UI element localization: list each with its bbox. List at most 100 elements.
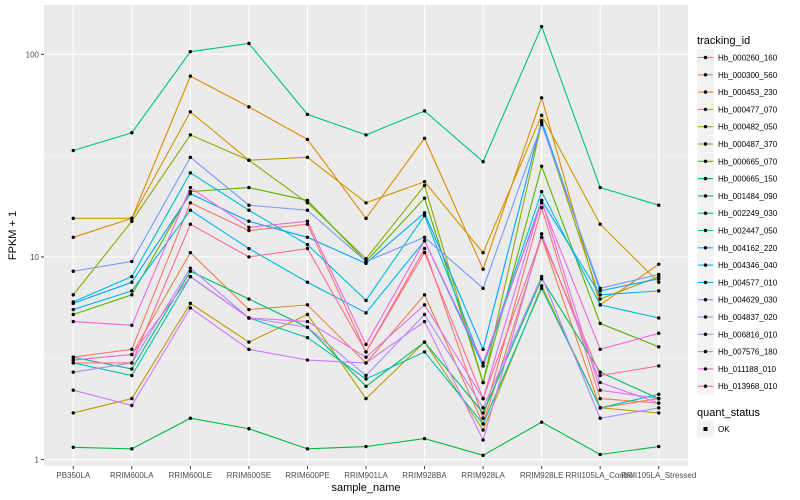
x-tick-label: RRIM901LA — [344, 471, 388, 480]
data-point — [305, 112, 310, 117]
legend-label: Hb_000300_560 — [718, 71, 778, 80]
x-tick-label: RRII105LA_Stressed — [621, 471, 696, 480]
x-axis-title: sample_name — [331, 482, 400, 494]
data-point — [598, 388, 602, 392]
legend-item-hb-013968-010: Hb_013968_010 — [697, 377, 778, 395]
legend-label: Hb_000487_370 — [718, 140, 778, 149]
data-point — [247, 340, 251, 344]
data-point — [247, 41, 251, 46]
legend-point — [703, 246, 708, 250]
data-point — [188, 110, 193, 114]
data-point — [657, 396, 661, 401]
data-point — [598, 185, 602, 190]
data-point — [130, 259, 134, 264]
legend-label: Hb_001484_090 — [718, 192, 778, 201]
legend-item-hb-000665-150: Hb_000665_150 — [697, 170, 778, 188]
data-point — [305, 208, 310, 212]
legend-point — [703, 142, 708, 146]
data-point — [71, 445, 75, 450]
legend-point — [703, 159, 708, 163]
data-point — [130, 131, 134, 135]
legend2-title: quant_status — [697, 407, 760, 419]
legend-item-hb-000665-070: Hb_000665_070 — [697, 152, 778, 170]
data-point — [539, 24, 544, 29]
x-tick-label: RRII105LA_Control — [565, 471, 635, 480]
data-point — [305, 447, 310, 451]
data-point — [598, 222, 602, 226]
data-point — [247, 203, 251, 207]
data-point — [422, 180, 427, 184]
data-point — [130, 219, 134, 223]
x-tick-label: RRIM928BA — [402, 471, 447, 480]
legend-point — [703, 349, 708, 354]
data-point — [130, 367, 134, 371]
data-point — [657, 406, 661, 410]
data-point — [247, 427, 251, 431]
legend-label: Hb_004162_220 — [718, 244, 778, 253]
legend-item-hb-011188-010: Hb_011188_010 — [697, 360, 777, 378]
data-point — [657, 331, 661, 335]
legend-item-hb-004629-030: Hb_004629_030 — [697, 291, 778, 309]
legend2-point — [703, 427, 708, 431]
data-point — [481, 250, 485, 255]
data-point — [188, 266, 193, 270]
data-point — [305, 325, 310, 329]
data-point — [422, 213, 427, 218]
data-point — [247, 158, 251, 162]
data-point — [247, 105, 251, 109]
legend-label: Hb_004577_010 — [718, 278, 778, 287]
x-tick-label: RRIM600PE — [285, 471, 329, 480]
data-point — [130, 289, 134, 293]
legend-item-hb-004577-010: Hb_004577_010 — [697, 273, 778, 291]
data-point — [422, 109, 427, 113]
data-point — [657, 289, 661, 293]
data-point — [247, 228, 251, 233]
data-point — [657, 364, 661, 368]
legend: tracking_id Hb_000260_160 Hb_000300_560 Hb… — [697, 35, 778, 438]
data-point — [539, 113, 544, 117]
data-point — [539, 119, 544, 123]
legend-label: Hb_011188_010 — [718, 365, 777, 374]
data-point — [481, 416, 485, 420]
data-point — [539, 198, 544, 203]
data-point — [422, 436, 427, 441]
legend-item-hb-000487-370: Hb_000487_370 — [697, 135, 778, 153]
legend-point — [703, 228, 708, 233]
y-tick-label: 10 — [30, 253, 39, 262]
data-point — [305, 155, 310, 160]
data-point — [247, 347, 251, 352]
legend-label: Hb_002249_030 — [718, 209, 778, 218]
data-point — [657, 203, 661, 207]
legend-point — [703, 176, 708, 181]
legend-point — [703, 90, 708, 94]
data-point — [71, 358, 75, 362]
data-point — [657, 262, 661, 266]
data-point — [305, 242, 310, 247]
data-point — [364, 257, 368, 261]
data-point — [247, 255, 251, 259]
data-point — [364, 377, 368, 381]
legend-label: Hb_004629_030 — [718, 296, 778, 305]
data-point — [364, 298, 368, 303]
data-point — [130, 274, 134, 279]
data-point — [71, 307, 75, 312]
data-point — [481, 422, 485, 426]
legend-point — [703, 211, 708, 215]
data-point — [71, 388, 75, 392]
data-point — [481, 453, 485, 458]
data-point — [364, 201, 368, 205]
data-point — [188, 74, 193, 78]
data-point — [71, 319, 75, 324]
x-tick-label: RRIM928LE — [520, 471, 564, 480]
data-point — [598, 297, 602, 301]
data-point — [305, 319, 310, 324]
legend-item-hb-001484-090: Hb_001484_090 — [697, 187, 778, 205]
data-point — [364, 342, 368, 347]
legend-label: Hb_013968_010 — [718, 382, 778, 391]
legend-point — [703, 107, 708, 112]
data-point — [305, 235, 310, 239]
data-point — [364, 384, 368, 388]
legend2-item-ok: OK — [697, 420, 730, 438]
data-point — [130, 216, 134, 221]
legend-item-hb-000482-050: Hb_000482_050 — [697, 118, 778, 136]
